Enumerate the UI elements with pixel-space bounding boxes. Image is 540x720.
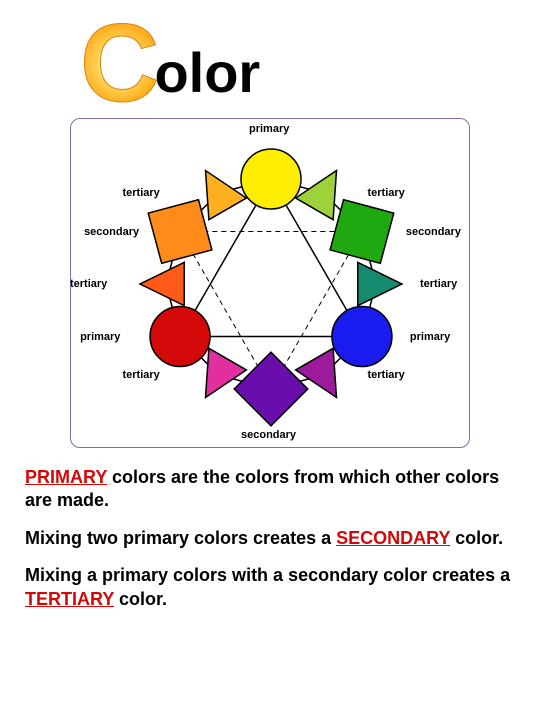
- wheel-label-primary: primary: [80, 331, 120, 343]
- wheel-label-secondary: secondary: [84, 226, 139, 238]
- wheel-label-secondary: secondary: [241, 429, 296, 441]
- keyword-secondary: SECONDARY: [336, 528, 450, 548]
- title-rest: olor: [154, 40, 260, 105]
- title-row: C olor: [80, 20, 515, 108]
- paragraph-tertiary: Mixing a primary colors with a secondary…: [25, 564, 515, 611]
- wheel-label-tertiary: tertiary: [420, 278, 457, 290]
- color-wheel-box: primary tertiary secondary tertiary primary t…: [70, 118, 470, 448]
- keyword-primary: PRIMARY: [25, 467, 107, 487]
- keyword-tertiary: TERTIARY: [25, 589, 114, 609]
- wheel-label-tertiary: tertiary: [368, 369, 405, 381]
- title-big-letter: C: [80, 20, 159, 108]
- wheel-label-primary: primary: [249, 123, 289, 135]
- wheel-label-secondary: secondary: [406, 226, 461, 238]
- wheel-label-tertiary: tertiary: [70, 278, 107, 290]
- wheel-label-tertiary: tertiary: [368, 187, 405, 199]
- wheel-label-tertiary: tertiary: [123, 369, 160, 381]
- color-wheel-svg: [71, 119, 471, 449]
- paragraph-secondary: Mixing two primary colors creates a SECO…: [25, 527, 515, 550]
- wheel-label-tertiary: tertiary: [123, 187, 160, 199]
- wheel-label-primary: primary: [410, 331, 450, 343]
- body-text: PRIMARY colors are the colors from which…: [25, 466, 515, 611]
- paragraph-primary: PRIMARY colors are the colors from which…: [25, 466, 515, 513]
